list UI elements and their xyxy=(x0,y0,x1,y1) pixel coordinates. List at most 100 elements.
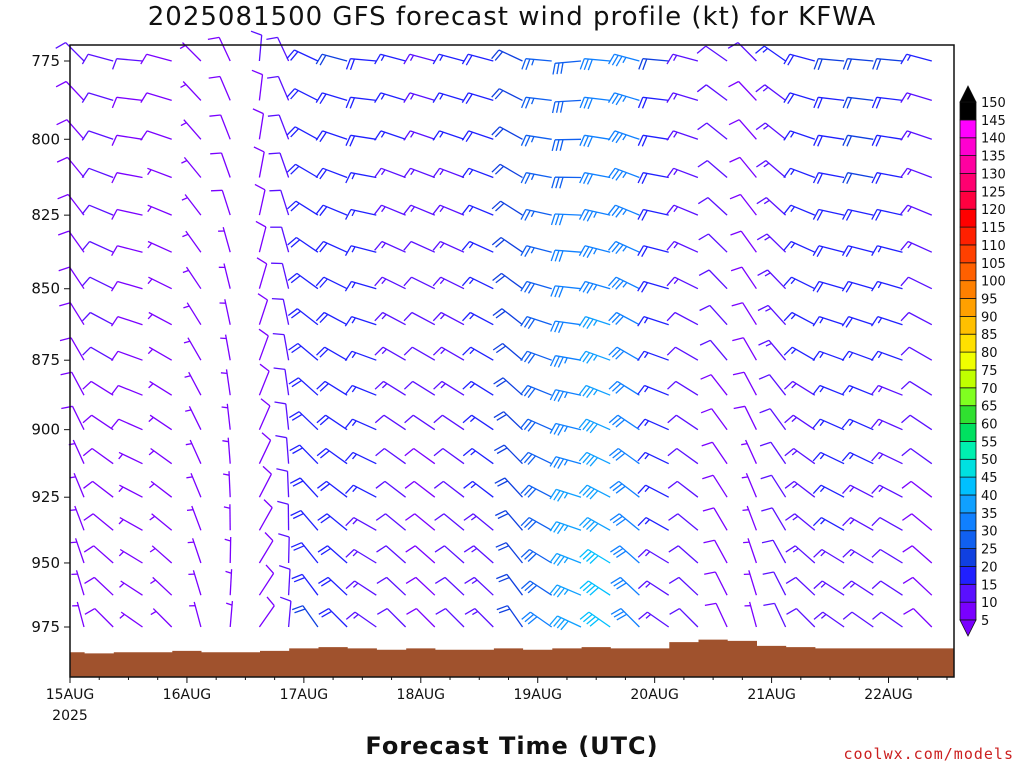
y-tick-label: 925 xyxy=(31,488,60,506)
barb-full-feather xyxy=(785,513,796,521)
barb-shaft xyxy=(906,53,932,62)
barb-full-feather xyxy=(557,491,565,502)
barb-full-feather xyxy=(277,500,289,505)
barb-shaft xyxy=(554,249,582,253)
wind-barb xyxy=(374,130,406,141)
barb-shaft xyxy=(791,276,816,290)
barb-full-feather xyxy=(582,352,591,363)
barb-shaft xyxy=(794,545,816,564)
barb-full-feather xyxy=(263,499,273,509)
barb-shaft xyxy=(323,311,348,326)
wind-barb xyxy=(222,437,231,464)
wind-barb xyxy=(461,92,494,105)
barb-half-feather xyxy=(742,509,749,512)
barb-full-feather xyxy=(701,441,713,447)
wind-barb xyxy=(551,99,582,114)
barb-full-feather xyxy=(319,206,328,217)
barb-half-feather xyxy=(673,242,679,249)
barb-shaft xyxy=(876,96,903,102)
barb-half-feather xyxy=(468,242,474,249)
barb-full-feather xyxy=(578,385,587,395)
barb-shaft xyxy=(739,194,757,216)
barb-full-feather xyxy=(787,93,795,105)
wind-barb xyxy=(258,499,273,531)
barb-full-feather xyxy=(615,452,626,461)
barb-half-feather xyxy=(147,278,153,285)
colorbar-label: 135 xyxy=(981,150,1006,165)
wind-barb xyxy=(699,304,728,326)
barb-full-feather xyxy=(637,517,647,527)
wind-barb xyxy=(278,533,290,564)
barb-full-feather xyxy=(461,92,469,103)
wind-barb xyxy=(841,280,874,293)
barb-full-feather xyxy=(286,49,295,60)
wind-barb xyxy=(520,245,552,258)
wind-barb xyxy=(783,380,816,396)
barb-full-feather xyxy=(496,605,508,611)
wind-barb xyxy=(210,189,231,216)
wind-barb xyxy=(666,311,699,326)
barb-full-feather xyxy=(290,510,302,517)
barb-shaft xyxy=(794,513,816,531)
barb-shaft xyxy=(555,422,582,431)
barb-full-feather xyxy=(315,92,323,103)
barb-full-feather xyxy=(549,456,557,467)
barb-shaft xyxy=(380,130,406,140)
barb-half-feather xyxy=(563,459,569,466)
wind-barb xyxy=(84,576,114,596)
barb-full-feather xyxy=(608,380,618,390)
barb-full-feather xyxy=(403,167,412,178)
barb-full-feather xyxy=(404,480,415,489)
barb-full-feather xyxy=(349,135,356,147)
barb-shaft xyxy=(191,505,202,531)
wind-barb xyxy=(57,193,85,216)
wind-barb xyxy=(462,380,494,396)
barb-full-feather xyxy=(756,233,768,241)
barb-full-feather xyxy=(344,451,354,462)
barb-full-feather xyxy=(320,483,330,492)
barb-shaft xyxy=(297,308,319,326)
wind-barb xyxy=(697,122,728,140)
barb-shaft xyxy=(219,76,231,101)
wind-barb xyxy=(812,350,845,361)
wind-barb xyxy=(551,176,582,189)
barb-half-feather xyxy=(906,93,912,100)
colorbar-segment xyxy=(959,548,977,567)
wind-barb xyxy=(374,53,406,65)
barb-shaft xyxy=(67,194,85,216)
barb-shaft xyxy=(287,601,292,628)
wind-barb xyxy=(289,444,319,465)
barb-shaft xyxy=(301,542,319,564)
wind-barb xyxy=(579,172,611,185)
barb-half-feather xyxy=(147,169,152,176)
barb-shaft xyxy=(792,414,816,431)
barb-full-feather xyxy=(666,53,674,65)
wind-barb xyxy=(81,204,114,216)
wind-barb xyxy=(258,363,270,396)
wind-barb xyxy=(842,134,874,147)
barb-shaft xyxy=(410,204,436,216)
barb-full-feather xyxy=(59,302,71,307)
surface-area xyxy=(70,639,954,677)
barb-shaft xyxy=(789,53,815,62)
barb-full-feather xyxy=(579,580,589,590)
barb-shaft xyxy=(146,92,172,102)
wind-barb xyxy=(902,513,933,531)
wind-barb xyxy=(258,532,274,564)
barb-shaft xyxy=(789,92,815,102)
barb-shaft xyxy=(555,320,582,326)
wind-barb xyxy=(315,167,348,180)
barb-full-feather xyxy=(586,318,594,330)
wind-barb xyxy=(579,96,611,110)
barb-half-feather xyxy=(183,340,191,344)
barb-shaft xyxy=(713,507,728,531)
barb-shaft xyxy=(468,167,494,179)
wind-barb xyxy=(520,451,552,465)
barb-shaft xyxy=(294,88,319,101)
barb-full-feather xyxy=(731,302,743,307)
barb-half-feather xyxy=(743,541,750,544)
barb-shaft xyxy=(676,447,699,465)
barb-half-feather xyxy=(118,453,124,460)
barb-shaft xyxy=(585,315,611,326)
wind-barb xyxy=(183,302,202,326)
